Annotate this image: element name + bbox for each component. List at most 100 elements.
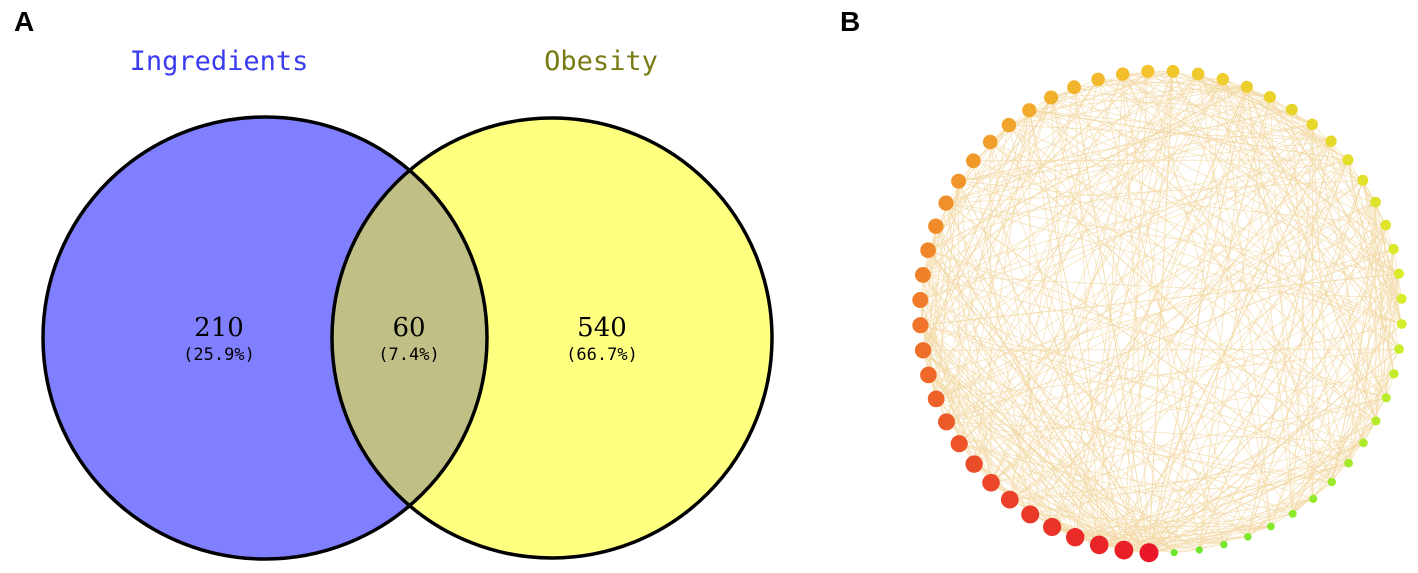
network-edge xyxy=(1222,78,1400,350)
network-node xyxy=(1342,154,1354,166)
network-edge xyxy=(1148,420,1377,554)
network-edge xyxy=(1362,180,1403,325)
network-edge xyxy=(1009,124,1313,500)
network-nodes xyxy=(912,64,1407,563)
network-node xyxy=(1000,490,1019,509)
network-node xyxy=(1114,540,1134,560)
network-edge xyxy=(935,86,1075,227)
network-edge xyxy=(958,180,1402,325)
network-edge xyxy=(1050,97,1150,553)
network-node xyxy=(1067,80,1081,95)
network-edge xyxy=(920,140,1332,326)
network-edge xyxy=(927,249,1175,553)
network-edge xyxy=(1009,79,1099,500)
network-edge xyxy=(1385,249,1394,398)
network-node xyxy=(1357,174,1369,186)
network-edge xyxy=(946,421,1076,538)
network-edge xyxy=(1073,87,1100,545)
network-edge xyxy=(1008,70,1174,126)
ppi-network xyxy=(912,64,1407,563)
network-node xyxy=(1388,243,1399,255)
network-edge xyxy=(990,201,1376,484)
network-node xyxy=(1220,540,1228,549)
network-edge xyxy=(1311,124,1333,483)
ingredients-circle-outline xyxy=(41,115,489,561)
network-edge xyxy=(1029,140,1332,515)
network-edge xyxy=(990,78,1224,483)
network-node xyxy=(966,153,981,169)
network-edge xyxy=(920,324,1125,551)
network-edge xyxy=(1199,526,1272,551)
network-node xyxy=(1191,67,1205,81)
network-edge xyxy=(1172,70,1313,125)
network-edge xyxy=(1009,499,1224,545)
network-edge xyxy=(928,374,1200,551)
network-node xyxy=(1091,72,1105,87)
network-edge xyxy=(1247,141,1332,537)
network-edge xyxy=(945,202,1333,483)
network-edge xyxy=(1075,498,1314,538)
network-edge xyxy=(1029,109,1400,350)
network-edge xyxy=(973,71,1149,465)
network-edge xyxy=(1246,86,1377,422)
network-edge xyxy=(922,124,1313,351)
network-edge xyxy=(958,124,1010,182)
network-edge xyxy=(923,348,1400,351)
venn-diagram: Ingredients Obesity 210 (25.9%) 60 (7.4%… xyxy=(41,46,774,561)
network-node xyxy=(1396,293,1407,304)
network-node xyxy=(1325,135,1337,147)
network-edge xyxy=(1098,224,1387,546)
network-edge xyxy=(990,73,1199,483)
panel-b-label: B xyxy=(840,6,861,37)
network-edge xyxy=(946,97,1052,423)
network-node xyxy=(1089,535,1109,555)
network-edge xyxy=(1197,73,1400,350)
network-edge xyxy=(1331,248,1394,483)
network-edge xyxy=(927,109,1030,251)
network-edge xyxy=(1009,78,1224,500)
network-edge xyxy=(1311,124,1377,421)
network-node xyxy=(1288,509,1297,518)
network-edge xyxy=(1330,141,1403,325)
network-edge xyxy=(920,324,1349,464)
network-edge xyxy=(959,443,1293,515)
network-node xyxy=(1066,528,1085,547)
network-node xyxy=(912,317,929,334)
network-edge xyxy=(1051,201,1376,528)
network-edge xyxy=(922,79,1099,351)
network-edge xyxy=(1198,96,1271,550)
network-node xyxy=(920,366,937,384)
network-node xyxy=(1327,477,1337,487)
network-edge xyxy=(920,324,1175,553)
network-edge xyxy=(1199,462,1349,551)
network-edge xyxy=(973,159,1348,162)
network-node xyxy=(1309,494,1318,503)
network-node xyxy=(1001,117,1017,133)
network-node xyxy=(1263,91,1276,103)
network-edge xyxy=(1030,442,1364,515)
network-edge xyxy=(1269,96,1377,422)
network-edge xyxy=(1008,124,1402,300)
network-node xyxy=(1394,344,1404,354)
network-edge xyxy=(920,324,1225,545)
network-edge xyxy=(1197,73,1387,399)
network-edge xyxy=(946,73,1199,423)
network-edge xyxy=(1098,373,1395,546)
network-node xyxy=(1166,64,1180,78)
network-edge xyxy=(989,141,1377,422)
network-edge xyxy=(922,274,1402,300)
network-node xyxy=(912,292,929,308)
network-edge xyxy=(1172,71,1364,443)
network-edge xyxy=(1246,86,1313,125)
network-edge xyxy=(958,73,1124,444)
network-node xyxy=(920,242,936,258)
network-node xyxy=(1267,522,1275,531)
network-edge xyxy=(945,202,1399,275)
network-edge xyxy=(1008,124,1332,142)
network-edge xyxy=(958,78,1223,182)
network-edge xyxy=(1348,249,1394,464)
network-edge xyxy=(958,443,1011,500)
network-edge xyxy=(1375,225,1387,421)
network-node xyxy=(1389,369,1399,379)
